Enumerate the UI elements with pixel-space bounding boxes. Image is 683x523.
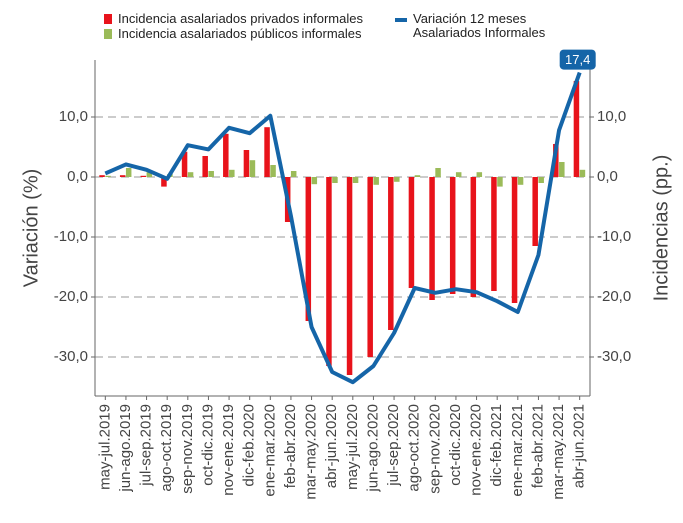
bar — [367, 177, 373, 357]
bar — [532, 177, 538, 246]
x-tick-label: abr-jun.2021 — [571, 404, 588, 488]
x-tick-label: jul-sep.2020 — [385, 404, 402, 487]
bar — [511, 177, 518, 303]
y-tick-label: -20,0 — [54, 288, 88, 305]
x-tick-label: jun-ago.2019 — [117, 404, 134, 493]
x-tick-label: ene-mar.2021 — [509, 404, 526, 497]
x-tick-label: ene-mar.2020 — [261, 404, 278, 497]
x-tick-label: mar-may.2021 — [550, 404, 567, 500]
bar — [105, 175, 111, 177]
bar — [470, 177, 477, 297]
y-tick-label: 10,0 — [59, 108, 88, 125]
bar — [455, 172, 462, 177]
x-tick-label: nov-ene.2020 — [468, 404, 485, 496]
y-axis-title: Variación (%) — [20, 169, 42, 288]
x-tick-label: ago-oct.2019 — [158, 404, 175, 492]
legend-item: Variación 12 meses Asalariados Informale… — [395, 12, 565, 40]
x-tick-label: oct-dic.2020 — [447, 404, 464, 486]
y-tick-label: 0,0 — [67, 168, 88, 185]
value-label: 17,4 — [565, 52, 590, 67]
y2-tick-label: 0,0 — [597, 168, 618, 185]
bar — [326, 177, 332, 366]
legend-swatch — [104, 14, 112, 24]
bar — [243, 150, 250, 177]
bar — [538, 177, 544, 183]
bar — [187, 172, 194, 177]
bar — [146, 172, 153, 177]
bar — [579, 169, 586, 177]
bar — [249, 160, 256, 177]
legend-item: Incidencia asalariados públicos informal… — [104, 27, 362, 41]
bar — [270, 165, 276, 177]
bar — [491, 177, 497, 291]
legend-label: Variación 12 meses Asalariados Informale… — [413, 11, 546, 40]
y-tick-label: -30,0 — [54, 348, 88, 365]
bar — [119, 175, 126, 177]
x-tick-label: ago-oct.2020 — [406, 404, 423, 492]
bar — [388, 177, 394, 330]
bar — [332, 177, 338, 183]
bar — [99, 175, 105, 177]
bar — [181, 151, 188, 177]
y2-tick-label: -30,0 — [597, 348, 631, 365]
bar — [311, 177, 318, 185]
legend-label: Incidencia asalariados públicos informal… — [118, 26, 362, 41]
y2-tick-label: -20,0 — [597, 288, 631, 305]
x-tick-label: may-jul.2019 — [96, 404, 113, 490]
bar — [429, 177, 435, 300]
x-tick-label: oct-dic.2019 — [199, 404, 216, 486]
bar — [290, 171, 297, 177]
x-tick-label: nov-ene.2019 — [220, 404, 237, 496]
bar — [435, 168, 441, 177]
legend-swatch — [104, 29, 112, 39]
x-tick-label: sep-nov.2020 — [426, 404, 443, 494]
bar — [517, 177, 524, 185]
x-tick-label: feb-abr.2021 — [529, 404, 546, 488]
y2-tick-label: 10,0 — [597, 108, 626, 125]
x-tick-label: dic-feb.2020 — [241, 404, 258, 487]
legend-item: Incidencia asalariados privados informal… — [104, 12, 363, 26]
x-tick-label: may-jul.2020 — [344, 404, 361, 490]
x-tick-label: feb-abr.2020 — [282, 404, 299, 488]
bar — [476, 172, 483, 177]
bar — [352, 177, 359, 183]
bar — [161, 177, 167, 187]
line — [104, 71, 582, 385]
y2-axis-title: Incidencias (pp.) — [650, 155, 672, 302]
bar — [573, 81, 580, 177]
x-tick-label: jun-ago.2020 — [364, 404, 381, 493]
bar — [125, 168, 132, 177]
bar — [229, 169, 235, 177]
bar — [202, 156, 208, 177]
bar — [449, 177, 456, 294]
legend-swatch — [395, 18, 407, 22]
bar — [223, 133, 229, 177]
bar — [497, 177, 503, 187]
x-tick-label: dic-feb.2021 — [488, 404, 505, 487]
x-tick-label: abr-jun.2020 — [323, 404, 340, 488]
bar — [408, 177, 415, 288]
bar — [559, 162, 565, 177]
bar — [414, 175, 421, 177]
x-tick-label: mar-may.2020 — [303, 404, 320, 500]
x-tick-label: sep-nov.2019 — [179, 404, 196, 494]
bar — [346, 177, 353, 375]
bar — [140, 175, 147, 177]
bar — [305, 177, 312, 321]
legend-label: Incidencia asalariados privados informal… — [118, 11, 363, 26]
bar — [394, 177, 400, 182]
y2-tick-label: -10,0 — [597, 228, 631, 245]
x-tick-label: jul-sep.2019 — [138, 404, 155, 487]
y-tick-label: -10,0 — [54, 228, 88, 245]
bar — [264, 127, 270, 177]
bar — [208, 171, 214, 177]
value-label-box — [559, 49, 596, 70]
bar — [373, 177, 379, 185]
